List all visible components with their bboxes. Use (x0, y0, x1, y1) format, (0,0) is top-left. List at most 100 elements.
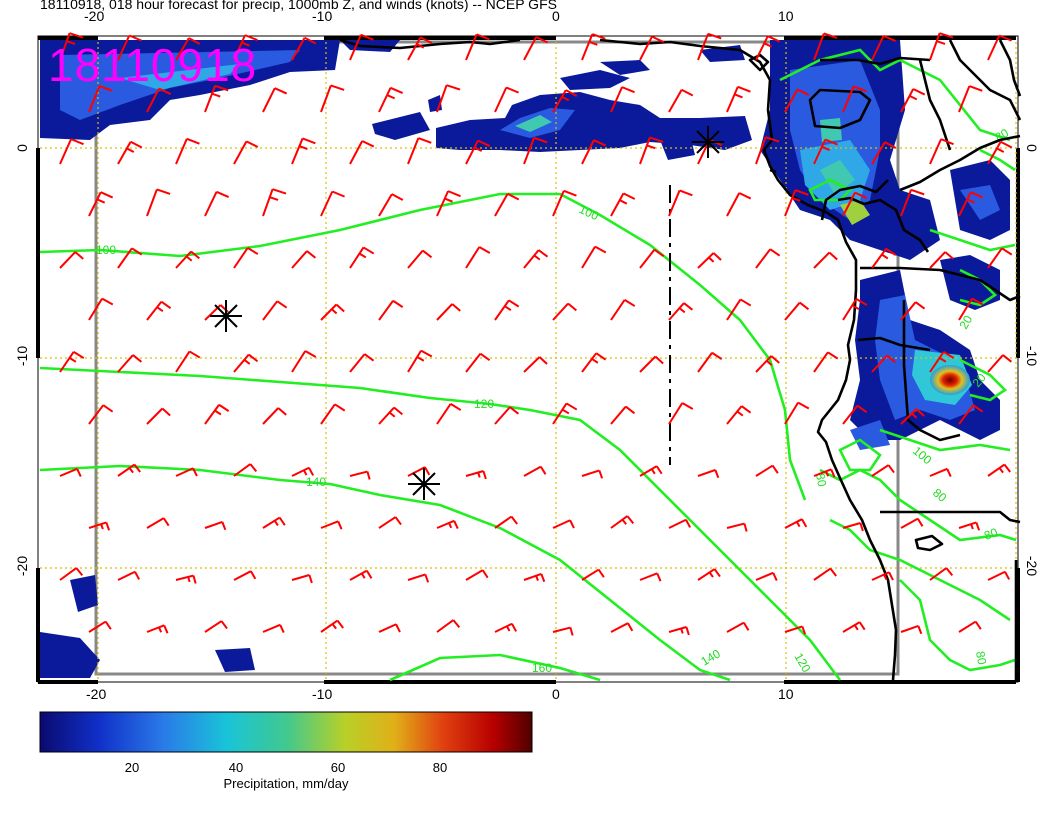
wind-barb-feather (827, 351, 839, 360)
wind-barb-feather (394, 516, 402, 526)
wind-barb-feather (279, 624, 285, 634)
wind-barb-shaft (639, 36, 653, 61)
wind-barb-shaft (291, 138, 304, 165)
wind-barb-feather (736, 410, 744, 417)
wind-barb-shaft (59, 32, 71, 61)
wind-barb-feather (801, 518, 808, 528)
wind-barb-shaft (581, 469, 600, 477)
wind-barb-shaft (842, 86, 855, 113)
wind-barb-feather (476, 33, 490, 41)
wind-barb-feather (627, 622, 634, 632)
wind-barb-shaft (204, 620, 223, 633)
wind-barb-shaft (407, 350, 422, 373)
wind-barb-feather (854, 191, 868, 199)
wind-barb-feather (622, 192, 636, 200)
wind-barb-feather (679, 189, 693, 197)
wind-barb-feather (680, 628, 684, 634)
wind-barb-feather (799, 301, 810, 311)
y-tick-right: -20 (1024, 555, 1041, 577)
wind-barb-feather (185, 255, 193, 262)
wind-barb-feather (656, 572, 662, 582)
wind-barb-feather (507, 192, 520, 201)
wind-barb-shaft (523, 36, 538, 61)
wind-barb-shaft (407, 573, 426, 581)
wind-barb-shaft (59, 467, 78, 477)
wind-barb-feather (134, 571, 141, 580)
wind-barb-feather (390, 86, 404, 95)
wind-barb-feather (945, 567, 954, 577)
wind-barb-feather (940, 138, 954, 146)
wind-barb-feather (419, 36, 433, 44)
wind-barb-feather (883, 574, 888, 580)
wind-barb-feather (482, 470, 487, 480)
wind-barb-feather (621, 86, 635, 94)
wind-barb-feather (621, 518, 627, 525)
wind-barb-shaft (436, 619, 454, 633)
wind-barb-shaft (349, 353, 366, 373)
wind-barb-feather (713, 568, 721, 578)
wind-barb-feather (859, 522, 864, 532)
wind-barb-feather (192, 467, 198, 477)
wind-barb-feather (975, 522, 981, 531)
wind-barb-shaft (552, 89, 567, 113)
wind-barb-shaft (610, 299, 626, 321)
wind-barb-shaft (987, 354, 1004, 373)
colorbar (39, 711, 533, 753)
wind-barb-shaft (726, 405, 743, 425)
wind-barb-shaft (146, 624, 165, 633)
wind-barb-shaft (320, 520, 339, 529)
wind-barb-feather (537, 249, 549, 258)
wind-barb-feather (158, 626, 163, 633)
wind-barb-feather (678, 307, 686, 314)
wind-barb-shaft (233, 247, 249, 269)
wind-barb-feather (126, 147, 135, 153)
wind-barb-shaft (436, 190, 449, 217)
wind-barb-shaft (639, 249, 656, 269)
wind-barb-feather (569, 627, 574, 636)
wind-barb-shaft (813, 468, 832, 477)
wind-barb-feather (565, 89, 578, 97)
wind-barb-feather (190, 250, 200, 260)
wind-barb-feather (824, 138, 838, 146)
wind-barb-shaft (117, 354, 134, 373)
wind-barb-feather (331, 308, 338, 315)
forecast-stamp: 18110918 (48, 39, 258, 91)
wind-barb-feather (304, 350, 317, 358)
colorbar-tick: 80 (432, 760, 448, 775)
asterisk-marker (408, 468, 440, 500)
wind-barb-feather (69, 357, 77, 363)
contour-label: 100 (96, 243, 116, 257)
wind-barb-shaft (871, 354, 888, 373)
wind-barb-feather (446, 84, 461, 91)
wind-barb-shaft (262, 300, 279, 321)
wind-barb-feather (218, 403, 230, 412)
wind-barb-feather (535, 36, 549, 44)
map-title: 18110918, 018 hour forecast for precip, … (40, 0, 557, 12)
wind-barb-feather (828, 251, 838, 261)
wind-barb-feather (308, 467, 315, 476)
wind-barb-shaft (813, 139, 827, 165)
wind-barb-shaft (755, 571, 774, 581)
wind-barb-shaft (900, 301, 917, 321)
wind-barb-shaft (610, 405, 627, 425)
wind-barb-feather (881, 253, 889, 260)
wind-barb-feather (243, 359, 251, 365)
wind-barb-shaft (726, 621, 745, 633)
wind-barb-feather (655, 465, 663, 475)
wind-barb-feather (649, 136, 664, 143)
wind-barb-shaft (581, 33, 594, 61)
wind-barb-feather (916, 518, 924, 527)
wind-barb-feather (917, 625, 923, 635)
wind-barb-feather (453, 520, 459, 530)
wind-barb-feather (825, 470, 830, 477)
wind-barb-shaft (871, 141, 886, 165)
wind-barb-shaft (378, 193, 393, 217)
wind-barb-shaft (668, 518, 687, 529)
wind-barb-feather (132, 354, 143, 363)
wind-barb-feather (331, 623, 337, 630)
contour-label: 120 (474, 397, 494, 411)
wind-barb-shaft (755, 464, 774, 477)
wind-barb-shaft (958, 85, 971, 113)
wind-barb-feather (477, 139, 491, 147)
